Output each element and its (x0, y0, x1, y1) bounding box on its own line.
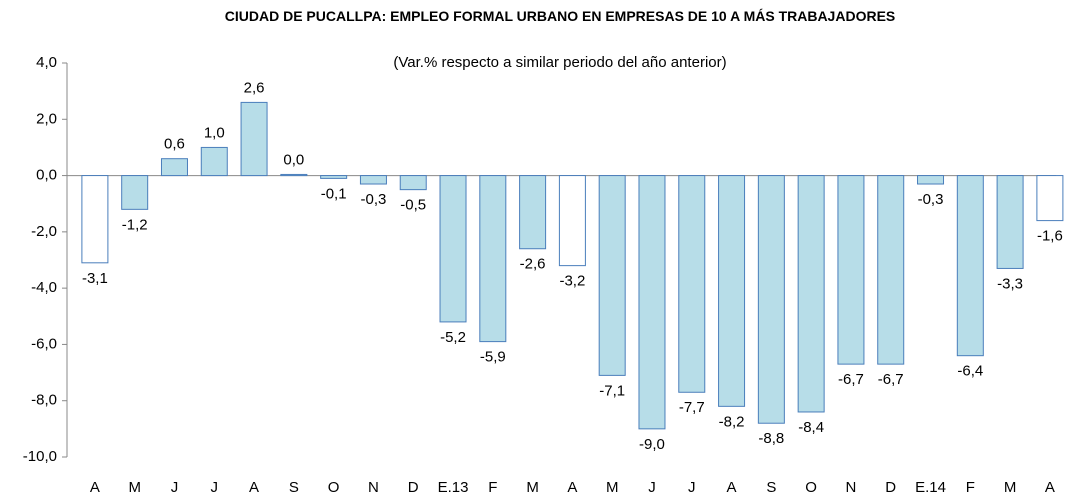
y-tick-label: -10,0 (23, 448, 57, 465)
value-label: -1,2 (122, 216, 148, 233)
x-tick-label: J (648, 479, 656, 496)
x-tick-label: M (606, 479, 619, 496)
y-tick-label: -6,0 (31, 335, 57, 352)
bar (519, 175, 547, 250)
bar (121, 175, 149, 210)
value-label: -0,1 (321, 185, 347, 202)
x-tick-label: A (567, 479, 577, 496)
value-label: -5,9 (480, 349, 506, 366)
value-label: -9,0 (639, 436, 665, 453)
bar (956, 175, 984, 357)
x-tick-label: N (846, 479, 857, 496)
bar (439, 175, 467, 323)
x-tick-label: F (488, 479, 497, 496)
y-tick-label: -4,0 (31, 279, 57, 296)
bar (877, 175, 905, 365)
bar (359, 175, 387, 185)
value-label: -7,1 (599, 382, 625, 399)
x-tick-label: M (128, 479, 141, 496)
bar (399, 175, 427, 191)
value-label: -1,6 (1037, 228, 1063, 245)
bar (678, 175, 706, 393)
bar (996, 175, 1024, 269)
value-label: 1,0 (204, 124, 225, 141)
x-tick-label: M (1004, 479, 1017, 496)
bar (240, 101, 268, 177)
value-label: -5,2 (440, 329, 466, 346)
x-tick-label: M (526, 479, 539, 496)
bar (81, 175, 109, 264)
y-tick-label: 4,0 (36, 54, 57, 71)
bar (479, 175, 507, 343)
bar (200, 146, 228, 177)
chart-title: CIUDAD DE PUCALLPA: EMPLEO FORMAL URBANO… (224, 8, 896, 24)
x-tick-label: J (688, 479, 696, 496)
value-label: 0,0 (283, 151, 304, 168)
chart-subtitle: (Var.% respecto a similar periodo del añ… (393, 54, 727, 71)
value-label: -0,3 (918, 191, 944, 208)
bar (1036, 175, 1064, 222)
y-tick-label: 0,0 (36, 167, 57, 184)
value-label: -3,3 (997, 275, 1023, 292)
x-tick-label: J (171, 479, 179, 496)
x-tick-label: O (328, 479, 340, 496)
value-label: -0,5 (400, 197, 426, 214)
bar (320, 175, 348, 179)
y-tick-label: -8,0 (31, 392, 57, 409)
x-tick-label: D (408, 479, 419, 496)
y-tick-label: 2,0 (36, 110, 57, 127)
x-tick-label: E.13 (438, 479, 469, 496)
value-label: -3,1 (82, 270, 108, 287)
value-label: -3,2 (559, 273, 585, 290)
bar (917, 175, 945, 185)
x-tick-label: A (1045, 479, 1055, 496)
x-tick-label: S (766, 479, 776, 496)
bar (638, 175, 666, 430)
x-tick-label: J (211, 479, 219, 496)
value-label: 2,6 (244, 79, 265, 96)
value-label: -0,3 (361, 191, 387, 208)
value-label: -2,6 (520, 256, 546, 273)
bar (160, 158, 188, 177)
x-tick-label: A (727, 479, 737, 496)
value-label: -7,7 (679, 399, 705, 416)
bar (797, 175, 825, 413)
bar (718, 175, 746, 407)
bar (757, 175, 785, 424)
bar (837, 175, 865, 365)
x-tick-label: A (249, 479, 259, 496)
x-tick-label: E.14 (915, 479, 946, 496)
bar (558, 175, 586, 267)
value-label: -6,4 (957, 363, 983, 380)
x-tick-label: D (885, 479, 896, 496)
x-tick-label: N (368, 479, 379, 496)
value-label: -8,8 (758, 430, 784, 447)
x-tick-label: S (289, 479, 299, 496)
value-label: -6,7 (838, 371, 864, 388)
x-tick-label: F (966, 479, 975, 496)
x-tick-label: A (90, 479, 100, 496)
x-tick-label: O (805, 479, 817, 496)
bar (598, 175, 626, 376)
value-label: -8,4 (798, 419, 824, 436)
value-label: 0,6 (164, 136, 185, 153)
bar (280, 173, 308, 177)
value-label: -6,7 (878, 371, 904, 388)
value-label: -8,2 (719, 413, 745, 430)
y-tick-label: -2,0 (31, 223, 57, 240)
